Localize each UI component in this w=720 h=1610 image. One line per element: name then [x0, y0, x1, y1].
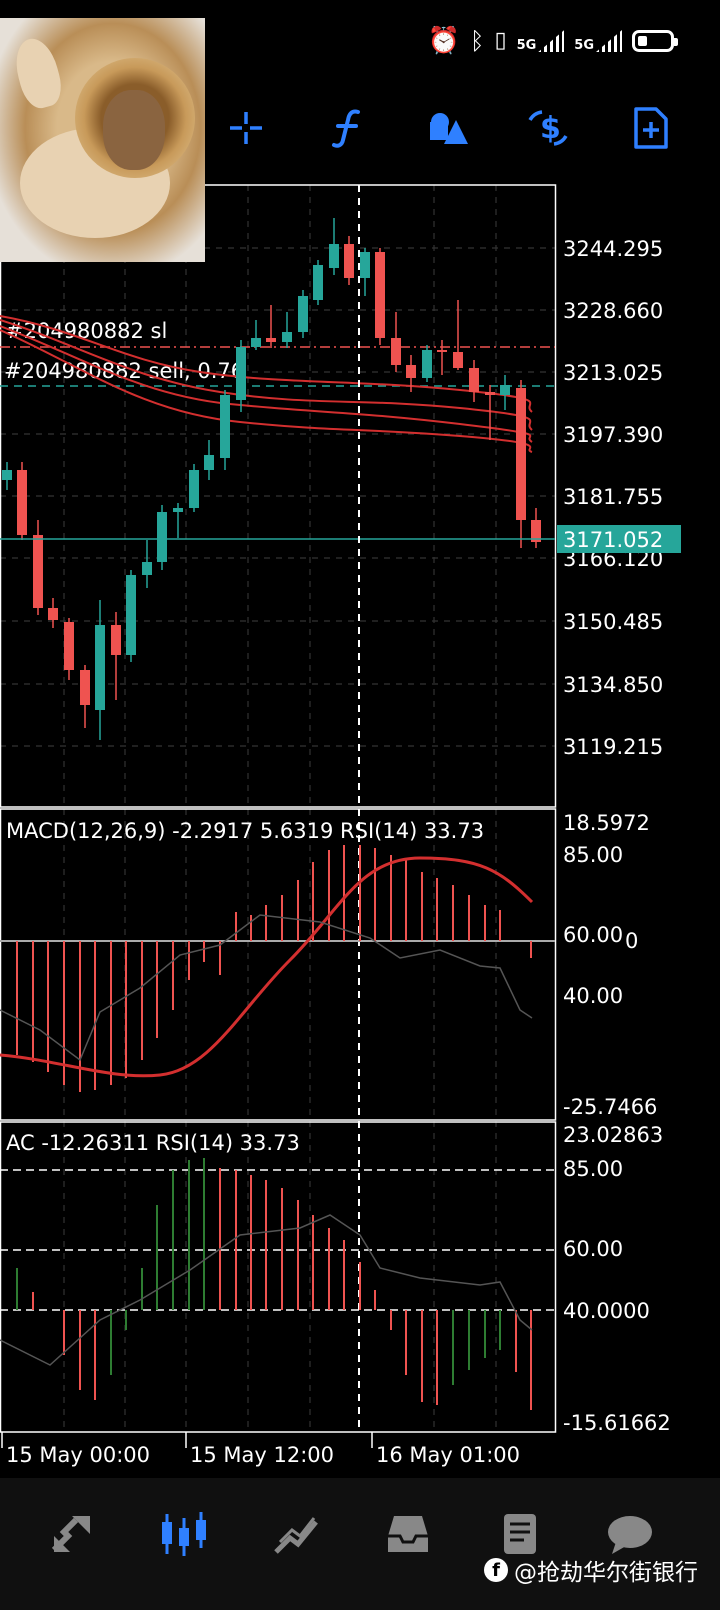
bottom-navigation [0, 1478, 720, 1610]
indicators-icon[interactable] [320, 100, 376, 156]
messages-icon[interactable] [490, 1504, 550, 1564]
time-axis-label: 15 May 00:00 [6, 1443, 150, 1467]
ac-header: AC -12.26311 RSI(14) 33.73 [6, 1131, 300, 1155]
candlestick[interactable] [329, 244, 339, 268]
candlestick[interactable] [111, 625, 121, 655]
candlestick[interactable] [95, 625, 105, 710]
signal-icon: 5G [574, 30, 622, 52]
ac-axis-label: 23.02863 [563, 1123, 663, 1147]
new-order-icon[interactable] [622, 100, 678, 156]
candlestick[interactable] [469, 368, 479, 392]
order-label: #204980882 sell, 0.76 [4, 359, 244, 383]
price-axis-label: 3150.485 [563, 610, 663, 634]
ac-panel-frame [0, 1121, 557, 1433]
candlestick[interactable] [189, 470, 199, 508]
candlestick[interactable] [142, 562, 152, 575]
current-price-tag [557, 525, 681, 553]
sticker-image [0, 18, 205, 262]
price-axis-label: 3213.025 [563, 361, 663, 385]
facebook-icon: f [484, 1558, 508, 1582]
watermark-text: @抢劫华尔街银行 [514, 1560, 698, 1586]
macd-axis-label: 85.00 [563, 843, 623, 867]
signal-icon: 5G [517, 30, 565, 52]
candlestick[interactable] [64, 622, 74, 670]
price-axis-label: 3197.390 [563, 423, 663, 447]
candlestick[interactable] [516, 388, 526, 520]
candlestick[interactable] [437, 350, 447, 352]
macd-axis-label: -25.7466 [563, 1095, 657, 1119]
price-axis-label: 3228.660 [563, 299, 663, 323]
quotes-icon[interactable] [42, 1504, 102, 1564]
macd-axis-label: 18.5972 [563, 811, 650, 835]
candlestick[interactable] [251, 338, 261, 347]
watermark: f @抢劫华尔街银行 [484, 1552, 698, 1588]
trade-icon[interactable]: $ [520, 100, 576, 156]
candlestick[interactable] [298, 296, 308, 332]
trade-icon[interactable] [266, 1504, 326, 1564]
macd-axis-label: 40.00 [563, 984, 623, 1008]
macd-header: MACD(12,26,9) -2.2917 5.6319 RSI(14) 33.… [6, 819, 484, 843]
macd-axis-label: 60.00 [563, 923, 623, 947]
candlestick[interactable] [313, 265, 323, 300]
crosshair-icon[interactable] [218, 100, 274, 156]
bluetooth-icon: ᛒ [470, 27, 485, 55]
candlestick[interactable] [282, 332, 292, 342]
candlestick[interactable] [500, 385, 510, 395]
candlestick[interactable] [422, 350, 432, 378]
ac-axis-label: -15.61662 [563, 1411, 671, 1435]
candlestick[interactable] [485, 392, 495, 395]
vibrate-icon: ▯ [494, 28, 507, 53]
candlestick[interactable] [204, 455, 214, 470]
battery-icon [632, 30, 678, 52]
chart-area[interactable]: 3244.295 3228.660 3213.025 3197.390 3181.755… [0, 0, 720, 1478]
macd-signal-line [0, 856, 534, 1078]
svg-text:$: $ [540, 111, 561, 146]
rsi-line [0, 914, 533, 1062]
history-icon[interactable] [378, 1504, 438, 1564]
price-axis-label: 3181.755 [563, 485, 663, 509]
candlestick[interactable] [48, 608, 58, 620]
candlestick[interactable] [33, 535, 43, 608]
current-price-label: 3171.052 [563, 528, 663, 552]
moving-average-line [0, 315, 533, 413]
candlestick[interactable] [391, 338, 401, 365]
ac-axis-label: 60.00 [563, 1237, 623, 1261]
candlestick[interactable] [406, 365, 416, 378]
candlestick[interactable] [157, 512, 167, 562]
candlestick[interactable] [236, 347, 246, 400]
candlestick[interactable] [173, 508, 183, 512]
candlestick[interactable] [531, 520, 541, 542]
objects-icon[interactable] [420, 100, 476, 156]
chat-icon[interactable] [600, 1504, 660, 1564]
status-bar: ⏰ ᛒ ▯ 5G 5G [0, 0, 720, 90]
candlestick[interactable] [360, 252, 370, 278]
alarm-icon: ⏰ [427, 26, 461, 56]
chart-icon[interactable] [154, 1504, 214, 1564]
rsi-line [0, 1214, 533, 1366]
macd-panel-frame [0, 808, 557, 1121]
candlestick[interactable] [266, 338, 276, 342]
candlestick[interactable] [17, 470, 27, 535]
main-chart-frame [0, 184, 557, 808]
price-axis-label: 3244.295 [563, 237, 663, 261]
ac-axis-label: 40.0000 [563, 1299, 650, 1323]
moving-average-line [0, 325, 533, 443]
candlestick[interactable] [453, 352, 463, 368]
macd-axis-label: 0 [625, 929, 638, 953]
ac-axis-label: 85.00 [563, 1157, 623, 1181]
moving-average-line [0, 329, 533, 453]
chart-toolbar: $ [200, 100, 720, 160]
time-axis-label: 16 May 01:00 [376, 1443, 520, 1467]
candlestick[interactable] [80, 670, 90, 705]
candlestick[interactable] [2, 470, 12, 480]
moving-average-line [0, 319, 533, 431]
candlestick[interactable] [220, 395, 230, 458]
price-axis-label: 3119.215 [563, 735, 663, 759]
time-axis-label: 15 May 12:00 [190, 1443, 334, 1467]
candlestick[interactable] [375, 252, 385, 338]
candlestick[interactable] [344, 244, 354, 278]
candlestick[interactable] [126, 575, 136, 655]
price-axis-label: 3134.850 [563, 673, 663, 697]
